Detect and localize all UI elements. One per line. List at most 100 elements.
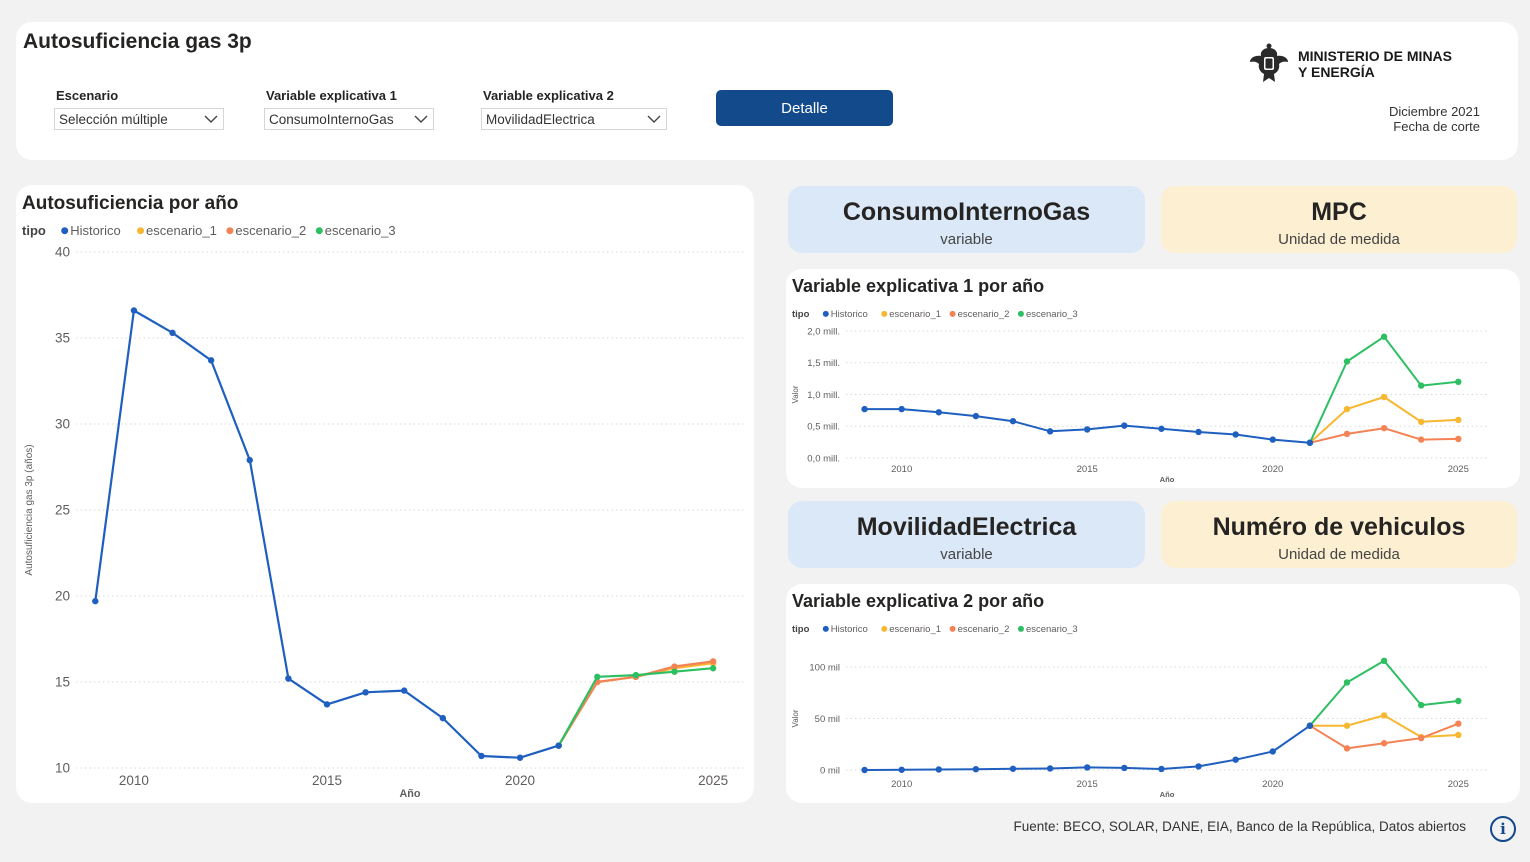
kpi-value: MovilidadElectrica: [856, 513, 1077, 541]
y-tick-label: 10: [55, 761, 70, 776]
data-point-Historico: [935, 409, 942, 416]
chevron-down-icon: [647, 115, 661, 123]
data-point-Historico: [1121, 422, 1128, 429]
y-tick-label: 25: [55, 503, 70, 518]
data-point-Historico: [1084, 764, 1091, 771]
kpi-label: variable: [940, 231, 993, 248]
data-point-escenario_2: [1418, 436, 1425, 443]
x-axis-label: Año: [400, 788, 421, 800]
x-tick-label: 2010: [891, 779, 912, 790]
legend-entry: Historico: [70, 223, 121, 238]
variable-1-dropdown[interactable]: ConsumoInternoGas: [264, 108, 434, 130]
footer-source: Fuente: BECO, SOLAR, DANE, EIA, Banco de…: [1013, 819, 1466, 834]
data-point-Historico: [1158, 425, 1165, 432]
y-tick-label: 2,0 mill.: [807, 326, 840, 337]
data-point-escenario_3: [632, 671, 640, 679]
chevron-down-icon: [204, 115, 218, 123]
data-point-escenario_3: [1380, 657, 1388, 665]
legend-marker: [61, 227, 69, 235]
data-point-escenario_2: [1380, 424, 1388, 432]
y-axis-label: Valor: [791, 385, 800, 403]
data-point-Historico: [972, 412, 980, 420]
kpi-value: MPC: [1311, 198, 1367, 226]
data-point-Historico: [1269, 436, 1276, 443]
chart-variable-1-por-ano: Variable explicativa 1 por año tipo Histor…: [791, 276, 1488, 484]
legend-marker: [315, 227, 323, 235]
escenario-dropdown-value: Selección múltiple: [59, 112, 168, 127]
x-tick-label: 2020: [1262, 779, 1283, 790]
y-tick-label: 30: [55, 417, 70, 432]
data-point-Historico: [1306, 439, 1314, 446]
filter-escenario: Escenario Selección múltiple: [54, 88, 224, 130]
page-title: Autosuficiencia gas 3p: [23, 30, 252, 53]
data-point-Historico: [898, 405, 905, 413]
filter-variable-1: Variable explicativa 1 ConsumoInternoGas: [264, 88, 434, 130]
data-point-Historico: [362, 689, 369, 696]
legend-marker: [1017, 310, 1024, 317]
y-tick-label: 40: [55, 245, 70, 260]
data-point-Historico: [1158, 765, 1165, 773]
chart-variable-2-por-ano: Variable explicativa 2 por año tipo Histor…: [791, 591, 1488, 799]
data-point-Historico: [861, 405, 868, 413]
y-tick-label: 0 mil: [820, 765, 840, 776]
y-tick-label: 0,5 mill.: [807, 422, 840, 433]
y-tick-label: 100 mil: [809, 662, 840, 673]
data-point-Historico: [861, 766, 868, 774]
escenario-dropdown[interactable]: Selección múltiple: [54, 108, 224, 130]
detalle-button[interactable]: Detalle: [716, 90, 893, 126]
data-point-Historico: [1195, 428, 1202, 436]
data-point-Historico: [1232, 431, 1239, 438]
data-point-Historico: [1084, 426, 1091, 433]
data-point-Historico: [246, 456, 253, 464]
legend-marker: [881, 625, 888, 632]
data-point-escenario_3: [1343, 358, 1351, 365]
x-tick-label: 2020: [505, 773, 535, 788]
data-point-Historico: [92, 597, 99, 605]
data-point-Historico: [401, 687, 408, 694]
info-icon[interactable]: i: [1490, 816, 1516, 842]
data-point-escenario_1: [1418, 418, 1425, 426]
x-tick-label: 2015: [1077, 779, 1098, 790]
variable-1-dropdown-value: ConsumoInternoGas: [269, 112, 394, 127]
series-line-Historico: [864, 724, 1311, 771]
chart-title: Variable explicativa 1 por año: [792, 276, 1044, 296]
x-tick-label: 2015: [312, 773, 342, 788]
legend-entry: escenario_2: [958, 309, 1010, 320]
legend-title: tipo: [792, 624, 810, 635]
data-point-escenario_3: [1343, 679, 1351, 686]
x-tick-label: 2010: [119, 773, 149, 788]
legend-marker: [949, 310, 956, 317]
data-point-Historico: [1269, 748, 1276, 755]
data-point-escenario_2: [1455, 435, 1462, 443]
data-point-Historico: [1232, 756, 1239, 763]
legend-entry: escenario_2: [235, 223, 306, 238]
variable-2-dropdown-value: MovilidadElectrica: [486, 112, 595, 127]
y-tick-label: 20: [55, 589, 70, 604]
series-line-escenario_1: [1309, 396, 1459, 444]
x-tick-label: 2025: [1448, 464, 1469, 475]
data-point-Historico: [1306, 722, 1314, 729]
data-point-escenario_2: [1418, 734, 1425, 742]
legend-entry: escenario_1: [889, 309, 941, 320]
data-point-Historico: [169, 329, 176, 337]
y-tick-label: 35: [55, 331, 70, 346]
data-point-escenario_3: [1455, 697, 1462, 705]
data-point-escenario_1: [1380, 712, 1388, 719]
chart-title: Autosuficiencia por año: [22, 193, 238, 214]
data-point-Historico: [935, 766, 942, 773]
chevron-down-icon: [414, 115, 428, 123]
y-tick-label: 1,5 mill.: [807, 358, 840, 369]
ministry-name-line2: Y ENERGÍA: [1298, 64, 1375, 80]
x-tick-label: 2015: [1077, 464, 1098, 475]
data-point-Historico: [478, 752, 485, 760]
kpi-card-unit-2: Numéro de vehiculos Unidad de medida: [1161, 501, 1517, 568]
kpi-card-variable-2: MovilidadElectrica variable: [788, 501, 1145, 568]
chart-autosuficiencia-por-ano: Autosuficiencia por año tipo Historico esce…: [22, 193, 744, 800]
x-tick-label: 2010: [891, 464, 912, 475]
variable-2-dropdown[interactable]: MovilidadElectrica: [481, 108, 667, 130]
y-axis-label: Autosuficiencia gas 3p (años): [24, 444, 35, 575]
data-point-Historico: [323, 701, 331, 708]
y-tick-label: 0,0 mill.: [807, 453, 840, 464]
legend-marker: [226, 227, 234, 235]
y-axis-label: Valor: [791, 709, 800, 727]
